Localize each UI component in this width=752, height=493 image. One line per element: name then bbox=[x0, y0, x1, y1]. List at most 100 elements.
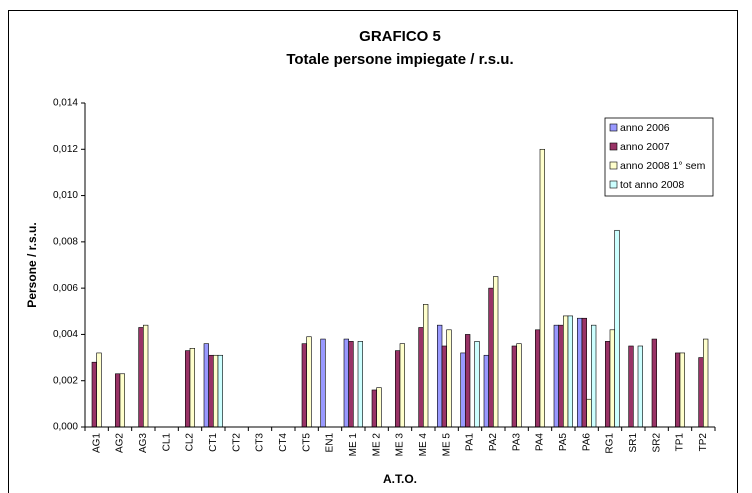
bar bbox=[609, 329, 615, 428]
bar bbox=[675, 352, 681, 428]
x-tick-label: SR2 bbox=[651, 433, 662, 453]
legend-box bbox=[604, 117, 714, 197]
legend-swatch bbox=[609, 161, 618, 170]
bar bbox=[511, 345, 517, 428]
bar bbox=[441, 345, 447, 428]
legend-swatch bbox=[609, 142, 618, 151]
x-tick-label: CT3 bbox=[255, 433, 266, 452]
legend-label: tot anno 2008 bbox=[620, 179, 684, 191]
legend-label: anno 2006 bbox=[620, 122, 670, 134]
legend-label: anno 2007 bbox=[620, 141, 670, 153]
bar bbox=[558, 324, 564, 428]
bar bbox=[483, 354, 489, 428]
bar bbox=[698, 357, 704, 428]
x-tick-label: AG3 bbox=[138, 433, 149, 453]
bar bbox=[189, 348, 195, 428]
bar bbox=[348, 341, 354, 428]
x-axis-title: A.T.O. bbox=[383, 472, 417, 486]
bar bbox=[143, 324, 149, 428]
bar bbox=[637, 345, 643, 428]
bar bbox=[208, 354, 214, 428]
legend-swatch bbox=[609, 180, 618, 189]
y-tick-label: 0,008 bbox=[53, 236, 78, 247]
legend: anno 2006 anno 2007 anno 2008 1° sem tot an… bbox=[604, 117, 714, 197]
bar bbox=[539, 148, 545, 428]
bar bbox=[474, 341, 480, 428]
bar bbox=[614, 229, 620, 428]
bar bbox=[357, 341, 363, 428]
bar bbox=[493, 276, 499, 428]
y-tick-label: 0,002 bbox=[53, 375, 78, 386]
bar bbox=[535, 329, 541, 428]
y-tick-label: 0,000 bbox=[53, 422, 78, 433]
y-tick-label: 0,014 bbox=[53, 98, 78, 109]
x-tick-label: ME 1 bbox=[348, 433, 359, 457]
bar bbox=[581, 317, 587, 428]
bar bbox=[320, 338, 326, 428]
bar bbox=[437, 324, 443, 428]
x-tick-label: SR1 bbox=[628, 433, 639, 453]
x-tick-label: PA4 bbox=[535, 433, 546, 452]
y-tick-label: 0,006 bbox=[53, 283, 78, 294]
bar bbox=[203, 343, 209, 428]
x-tick-label: RG1 bbox=[605, 433, 616, 454]
y-tick-label: 0,004 bbox=[53, 329, 78, 340]
bar bbox=[138, 327, 144, 428]
y-tick-label: 0,010 bbox=[53, 190, 78, 201]
bar bbox=[460, 352, 466, 428]
bar bbox=[553, 324, 559, 428]
bar bbox=[301, 343, 307, 428]
x-tick-label: TP1 bbox=[675, 433, 686, 452]
x-tick-label: PA1 bbox=[465, 433, 476, 452]
bar bbox=[91, 361, 97, 428]
bar bbox=[185, 350, 191, 428]
bar bbox=[577, 317, 583, 428]
x-tick-label: ME 4 bbox=[418, 433, 429, 457]
bar bbox=[465, 334, 471, 428]
bar bbox=[446, 329, 452, 428]
bar bbox=[395, 350, 401, 428]
x-tick-label: TP2 bbox=[698, 433, 709, 452]
x-tick-label: PA5 bbox=[558, 433, 569, 452]
legend-swatch bbox=[609, 123, 618, 132]
legend-label: anno 2008 1° sem bbox=[620, 160, 706, 172]
bar bbox=[516, 343, 522, 428]
x-tick-label: EN1 bbox=[325, 433, 336, 453]
bar bbox=[371, 389, 377, 428]
bar bbox=[418, 327, 424, 428]
bar bbox=[119, 373, 125, 428]
bar bbox=[567, 315, 573, 428]
bar bbox=[586, 398, 592, 428]
bar bbox=[306, 336, 312, 428]
x-tick-label: ME 2 bbox=[371, 433, 382, 457]
y-tick-label: 0,012 bbox=[53, 144, 78, 155]
bar bbox=[115, 373, 121, 428]
x-tick-label: ME 3 bbox=[395, 433, 406, 457]
bar bbox=[399, 343, 405, 428]
x-tick-label: CT2 bbox=[231, 433, 242, 452]
bar bbox=[213, 354, 219, 428]
x-tick-label: PA2 bbox=[488, 433, 499, 452]
bar bbox=[563, 315, 569, 428]
x-tick-label: CT5 bbox=[301, 433, 312, 452]
x-tick-label: ME 5 bbox=[441, 433, 452, 457]
bar bbox=[605, 341, 611, 428]
x-tick-label: CT1 bbox=[208, 433, 219, 452]
x-tick-label: AG2 bbox=[115, 433, 126, 453]
x-tick-label: CL2 bbox=[185, 433, 196, 452]
bar bbox=[376, 387, 382, 428]
chart-subtitle: Totale persone impiegate / r.s.u. bbox=[286, 51, 513, 68]
bar bbox=[703, 338, 709, 428]
x-tick-label: CL1 bbox=[161, 433, 172, 452]
x-tick-label: PA3 bbox=[511, 433, 522, 452]
x-tick-label: CT4 bbox=[278, 433, 289, 452]
chart-title: GRAFICO 5 bbox=[359, 28, 441, 45]
bar bbox=[628, 345, 634, 428]
bar bbox=[488, 287, 494, 428]
y-axis-title: Persone / r.s.u. bbox=[25, 222, 39, 307]
bar bbox=[679, 352, 685, 428]
x-tick-label: PA6 bbox=[581, 433, 592, 452]
x-tick-label: AG1 bbox=[91, 433, 102, 453]
bar bbox=[651, 338, 657, 428]
